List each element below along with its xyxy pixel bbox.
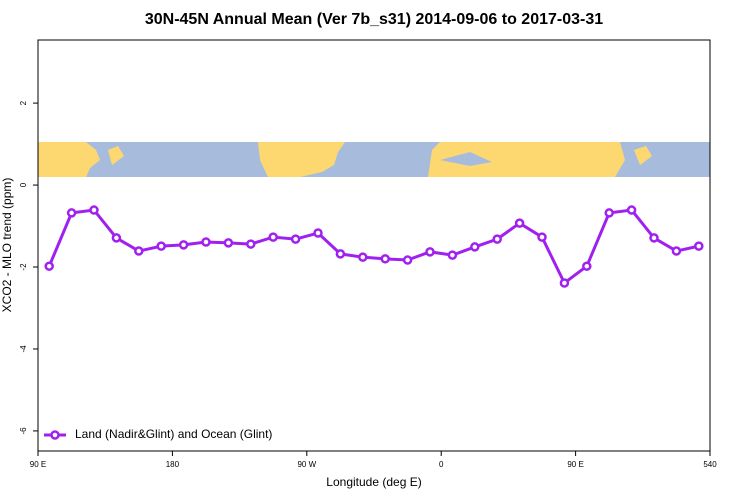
- legend-marker: [50, 430, 60, 440]
- y-tick-label: 0: [19, 182, 28, 187]
- point: [66, 208, 77, 218]
- point: [559, 278, 570, 288]
- point: [582, 261, 592, 271]
- point: [380, 254, 390, 264]
- point: [156, 241, 166, 251]
- point: [604, 208, 614, 218]
- point: [694, 241, 704, 251]
- y-tick-label: -2: [19, 263, 28, 271]
- point: [626, 205, 637, 215]
- x-tick-label: 90 W: [297, 460, 316, 469]
- point: [268, 232, 278, 242]
- y-tick-label: -6: [19, 427, 28, 435]
- point: [44, 261, 54, 271]
- point: [358, 252, 368, 262]
- point: [111, 233, 122, 243]
- point: [425, 247, 435, 257]
- y-tick-label: 2: [19, 100, 28, 105]
- x-tick-label: 0: [439, 460, 444, 469]
- point: [89, 205, 99, 215]
- point: [470, 242, 480, 252]
- point: [290, 234, 301, 244]
- plot-frame: [37, 39, 711, 452]
- series-line: [47, 208, 700, 286]
- point: [246, 239, 256, 249]
- y-tick-label: -4: [19, 345, 28, 353]
- point: [313, 228, 323, 238]
- chart-title: 30N-45N Annual Mean (Ver 7b_s31) 2014-09…: [145, 11, 603, 28]
- x-tick-label: 90 E: [567, 460, 583, 469]
- point: [223, 238, 234, 248]
- point: [671, 246, 682, 256]
- x-tick-label: 90 E: [30, 460, 46, 469]
- x-tick-label: 180: [166, 460, 180, 469]
- point: [492, 234, 502, 244]
- point: [335, 249, 346, 259]
- point: [402, 255, 413, 265]
- point: [134, 246, 144, 256]
- x-tick-label: 540: [703, 460, 717, 469]
- map-band: [38, 142, 710, 177]
- point: [537, 232, 547, 242]
- point: [178, 240, 189, 250]
- point: [649, 233, 659, 243]
- point: [447, 250, 458, 260]
- point: [201, 237, 211, 247]
- y-axis-label: XCO2 - MLO trend (ppm): [0, 178, 14, 313]
- point: [514, 218, 525, 228]
- x-axis-label: Longitude (deg E): [326, 475, 421, 489]
- legend-label: Land (Nadir&Glint) and Ocean (Glint): [75, 427, 272, 441]
